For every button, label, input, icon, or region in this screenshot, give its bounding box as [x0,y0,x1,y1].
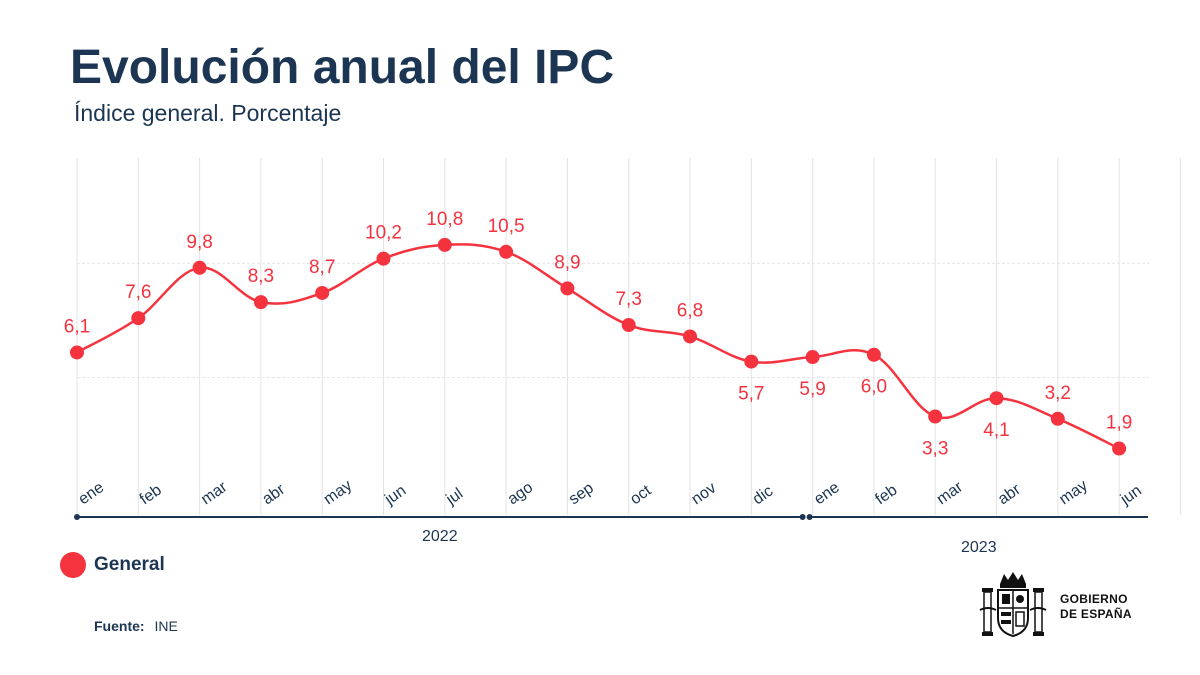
x-tick-label: ago [505,479,537,508]
data-label: 9,8 [186,232,212,253]
data-label: 6,0 [861,377,887,398]
logo-line-1: GOBIERNO [1060,592,1128,606]
line-chart: 6,1 7,6 9,8 8,3 8,7 10,2 10,8 10,5 8,9 7,3 6,8 5,7 5… [64,158,1181,556]
data-label: 3,3 [922,439,948,460]
data-point [928,409,943,424]
data-label: 4,1 [983,420,1009,441]
x-tick-label: abr [995,481,1024,509]
series-line-general [76,243,1120,450]
x-tick-label: mar [934,478,967,508]
legend: General [60,552,165,578]
year-label: 2022 [422,528,458,545]
data-label: 5,9 [799,379,825,400]
data-point [131,311,146,326]
year-axis-start-marker [806,514,813,520]
source-note: Fuente: INE [94,618,178,634]
data-label: 1,9 [1106,413,1132,434]
year-label: 2023 [961,539,997,556]
data-point [989,391,1004,406]
data-label: 5,7 [738,384,764,405]
data-label: 10,5 [488,216,525,237]
data-point [744,354,759,369]
data-label: 3,2 [1045,383,1071,404]
x-tick-label: feb [137,482,165,509]
data-point [253,295,268,310]
data-label: 10,2 [365,223,402,244]
x-tick-label: ene [811,479,843,508]
coat-of-arms-icon [979,572,1047,638]
x-axis: ene feb mar abr may jun jul ago sep oct nov dic ene f… [74,477,1148,556]
series-general: 6,1 7,6 9,8 8,3 8,7 10,2 10,8 10,5 8,9 7,3 6,8 5,7 5… [64,209,1133,460]
data-point [499,244,514,259]
x-tick-label: ene [76,479,108,508]
x-tick-label: feb [872,482,900,509]
data-label: 7,3 [615,289,641,310]
data-label: 6,1 [64,316,90,337]
year-axis-start-marker [74,514,80,520]
x-tick-label: may [1056,477,1091,508]
data-point [866,347,881,362]
x-tick-label: may [321,477,356,508]
gobierno-de-espana-logo: GOBIERNO DE ESPAÑA [978,570,1148,642]
chart-grid [76,158,1181,515]
data-point [70,345,84,360]
data-point [805,350,820,365]
data-label: 8,9 [554,252,580,273]
data-point [437,237,452,252]
data-point [1112,441,1127,456]
data-label: 6,8 [677,300,703,321]
x-tick-label: sep [566,479,597,508]
x-tick-label: mar [198,478,231,508]
chart-title: Evolución anual del IPC [70,41,615,94]
x-tick-label: jul [443,485,467,509]
logo-text: GOBIERNO DE ESPAÑA [1060,592,1132,622]
legend-marker [60,552,86,578]
x-tick-label: nov [689,480,720,509]
x-tick-label: dic [750,483,777,509]
source-value: INE [154,618,178,634]
data-label: 8,3 [248,266,274,287]
data-label: 8,7 [309,257,335,278]
data-point [683,329,697,344]
year-axis-end-marker [799,514,806,520]
data-point [192,260,207,275]
data-point [1050,411,1065,426]
data-point [560,281,575,296]
source-label: Fuente: [94,618,145,634]
x-tick-label: jun [381,482,409,509]
data-label: 7,6 [125,282,151,303]
logo-line-2: DE ESPAÑA [1060,607,1132,621]
data-point [376,251,391,266]
x-tick-label: abr [259,481,288,509]
data-label: 10,8 [426,209,463,230]
data-point [621,318,636,332]
x-tick-label: jun [1117,482,1145,509]
x-tick-label: oct [627,482,655,508]
data-point [315,285,330,300]
chart-subtitle: Índice general. Porcentaje [74,100,342,126]
legend-label-general: General [94,554,165,575]
